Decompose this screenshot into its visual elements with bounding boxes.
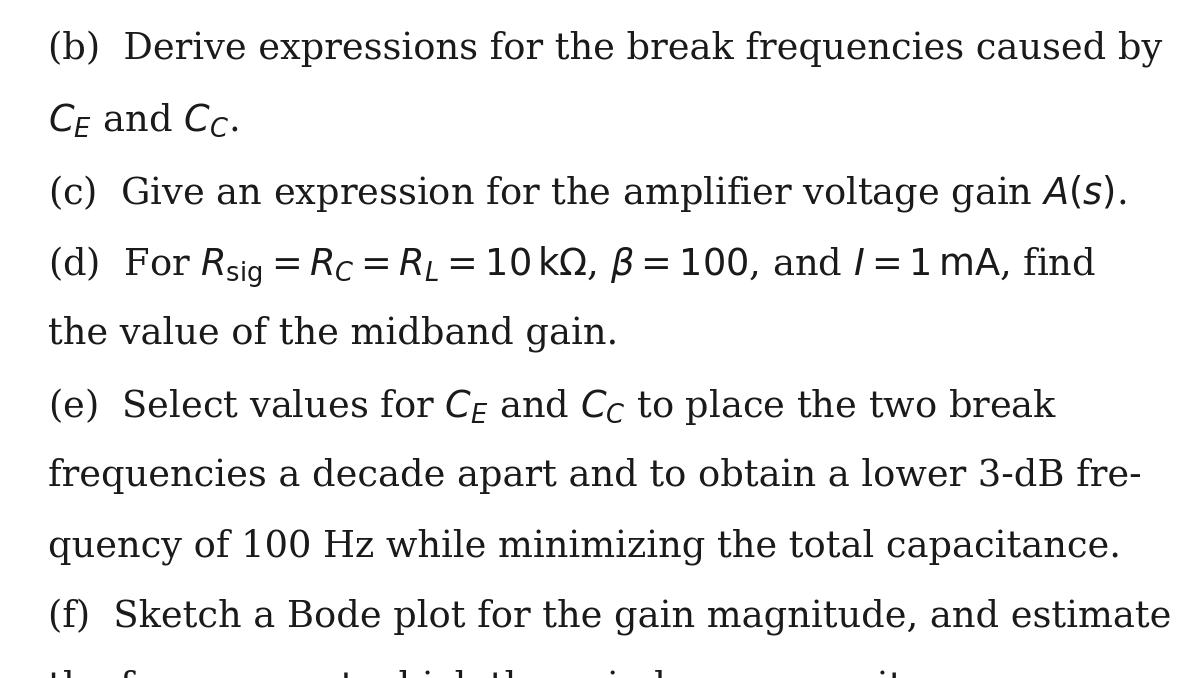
Text: frequencies a decade apart and to obtain a lower 3-dB fre-: frequencies a decade apart and to obtain… <box>48 458 1141 494</box>
Text: quency of 100 Hz while minimizing the total capacitance.: quency of 100 Hz while minimizing the to… <box>48 529 1121 565</box>
Text: the value of the midband gain.: the value of the midband gain. <box>48 315 618 352</box>
Text: (b)  Derive expressions for the break frequencies caused by: (b) Derive expressions for the break fre… <box>48 31 1163 68</box>
Text: $C_E$ and $C_C$.: $C_E$ and $C_C$. <box>48 102 239 139</box>
Text: (e)  Select values for $C_E$ and $C_C$ to place the two break: (e) Select values for $C_E$ and $C_C$ to… <box>48 386 1057 427</box>
Text: (f)  Sketch a Bode plot for the gain magnitude, and estimate: (f) Sketch a Bode plot for the gain magn… <box>48 598 1171 635</box>
Text: (d)  For $R_{\rm sig} = R_C = R_L = 10\,{\rm k}\Omega$, $\beta = 100$, and $I = : (d) For $R_{\rm sig} = R_C = R_L = 10\,{… <box>48 244 1096 290</box>
Text: (c)  Give an expression for the amplifier voltage gain $A(s)$.: (c) Give an expression for the amplifier… <box>48 173 1127 214</box>
Text: the frequency at which the gain becomes unity.: the frequency at which the gain becomes … <box>48 669 931 678</box>
